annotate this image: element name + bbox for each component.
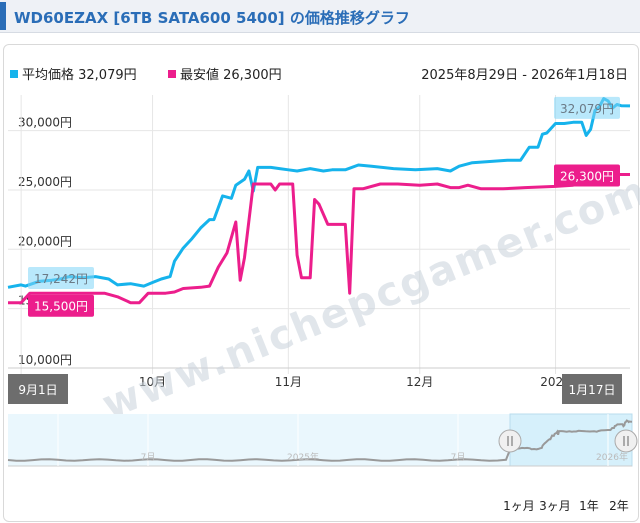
header-accent-bar [0, 2, 6, 30]
navigator-handle-left[interactable] [498, 429, 522, 453]
page-header: WD60EZAX [6TB SATA600 5400] の価格推移グラフ [0, 0, 640, 33]
min-end-label: 26,300円 [560, 170, 614, 184]
watermark: www.nichepcgamer.com [96, 167, 640, 428]
y-tick-label: 20,000円 [18, 234, 72, 248]
legend-avg-label: 平均価格 32,079円 [22, 68, 137, 83]
range-start-flag-box [8, 374, 68, 404]
min-end-label-box [554, 164, 620, 187]
y-tick-label: 10,000円 [18, 353, 72, 367]
range-button-2y[interactable]: 2年 [609, 499, 629, 513]
avg-end-label-box [554, 96, 620, 119]
date-range-label: 2025年8月29日 - 2026年1月18日 [421, 68, 628, 83]
x-tick-label: 12月 [406, 375, 433, 389]
navigator-label: 2025年 [287, 451, 319, 463]
avg-start-label: 17,242円 [34, 272, 88, 286]
range-start-flag: 9月1日 [18, 383, 57, 397]
range-end-flag-box [562, 374, 622, 404]
min-start-label: 15,500円 [34, 300, 88, 314]
range-end-flag: 1月17日 [569, 383, 616, 397]
legend-avg-swatch [10, 70, 18, 78]
range-button-1y[interactable]: 1年 [579, 499, 599, 513]
y-tick-label: 25,000円 [18, 175, 72, 189]
navigator-label: 7月 [451, 452, 466, 463]
avg-end-label: 32,079円 [560, 102, 614, 116]
range-button-3m[interactable]: 3ヶ月 [539, 499, 571, 513]
x-tick-label: 10月 [139, 375, 166, 389]
legend-min-label: 最安値 26,300円 [180, 68, 282, 83]
min-start-label-box [28, 294, 94, 317]
navigator-label: 2026年 [596, 451, 628, 463]
y-tick-label: 30,000円 [18, 116, 72, 130]
range-button-1m[interactable]: 1ヶ月 [503, 499, 535, 513]
avg-start-label-box [28, 267, 94, 290]
navigator-label: 7月 [141, 452, 156, 463]
navigator-selection [509, 413, 633, 467]
legend-min[interactable]: 最安値 26,300円 [168, 64, 282, 83]
series-line-min [8, 173, 630, 305]
chart-title: WD60EZAX [6TB SATA600 5400] の価格推移グラフ [14, 9, 410, 27]
series-line-avg [7, 97, 631, 289]
legend-avg[interactable]: 平均価格 32,079円 [10, 64, 137, 83]
navigator-handle-right[interactable] [614, 429, 638, 453]
legend-min-swatch [168, 70, 176, 78]
x-tick-label: 11月 [275, 375, 302, 389]
